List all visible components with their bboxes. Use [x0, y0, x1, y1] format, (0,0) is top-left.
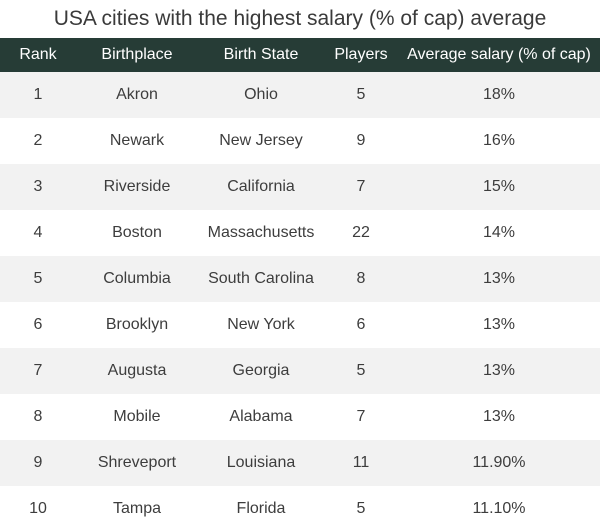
cell-birthplace: Columbia [103, 270, 171, 287]
table-row: 8 Mobile Alabama 7 13% [0, 394, 600, 440]
cell-players: 5 [356, 86, 366, 103]
cell-birthplace: Akron [116, 86, 158, 103]
cell-birth-state: South Carolina [208, 270, 314, 287]
table-row: 3 Riverside California 7 15% [0, 164, 600, 210]
cell-birth-state: Georgia [232, 362, 290, 379]
cell-rank: 7 [33, 362, 43, 379]
table-header: Rank Birthplace Birth State Players Aver… [0, 38, 600, 72]
cell-birthplace: Tampa [112, 500, 162, 517]
cell-players: 6 [356, 316, 366, 333]
cell-birthplace: Boston [112, 224, 162, 241]
cell-birthplace: Shreveport [97, 454, 177, 471]
cell-rank: 3 [33, 178, 43, 195]
cell-players: 22 [352, 224, 370, 241]
cell-players: 8 [356, 270, 366, 287]
header-row: Rank Birthplace Birth State Players Aver… [0, 38, 600, 72]
header-birthplace: Birthplace [101, 46, 173, 63]
cell-average-salary: 11.90% [472, 454, 526, 471]
cell-players: 9 [356, 132, 366, 149]
cell-birth-state: New Jersey [219, 132, 303, 149]
cell-average-salary: 14% [482, 224, 516, 241]
cell-rank: 2 [33, 132, 43, 149]
cell-rank: 5 [33, 270, 43, 287]
cell-average-salary: 13% [482, 362, 516, 379]
cell-birthplace: Brooklyn [105, 316, 169, 333]
cell-rank: 8 [33, 408, 43, 425]
table-row: 1 Akron Ohio 5 18% [0, 72, 600, 118]
header-players: Players [334, 46, 388, 63]
cell-rank: 4 [33, 224, 43, 241]
cell-rank: 1 [33, 86, 43, 103]
cell-average-salary: 13% [482, 408, 516, 425]
cell-players: 7 [356, 178, 366, 195]
cell-players: 5 [356, 500, 366, 517]
cell-birth-state: California [227, 178, 295, 195]
cell-rank: 6 [33, 316, 43, 333]
cell-average-salary: 13% [482, 316, 516, 333]
cell-birthplace: Newark [109, 132, 165, 149]
cell-birth-state: New York [227, 316, 295, 333]
cell-birthplace: Augusta [107, 362, 167, 379]
cell-birthplace: Mobile [113, 408, 161, 425]
table-row: 2 Newark New Jersey 9 16% [0, 118, 600, 164]
header-rank: Rank [19, 46, 57, 63]
table-row: 6 Brooklyn New York 6 13% [0, 302, 600, 348]
cell-birth-state: Ohio [244, 86, 278, 103]
page-title: USA cities with the highest salary (% of… [53, 7, 547, 30]
cell-rank: 9 [33, 454, 43, 471]
table-row: 10 Tampa Florida 5 11.10% [0, 486, 600, 532]
cell-birth-state: Massachusetts [207, 224, 315, 241]
cell-players: 11 [352, 454, 370, 471]
cell-players: 7 [356, 408, 366, 425]
cell-birth-state: Louisiana [226, 454, 296, 471]
cell-average-salary: 11.10% [472, 500, 526, 517]
table-row: 4 Boston Massachusetts 22 14% [0, 210, 600, 256]
cell-average-salary: 13% [482, 270, 516, 287]
cell-average-salary: 16% [482, 132, 516, 149]
header-birth-state: Birth State [223, 46, 299, 63]
cell-rank: 10 [29, 500, 47, 517]
table-row: 7 Augusta Georgia 5 13% [0, 348, 600, 394]
cell-birth-state: Alabama [229, 408, 293, 425]
table-row: 9 Shreveport Louisiana 11 11.90% [0, 440, 600, 486]
cell-birthplace: Riverside [103, 178, 171, 195]
table-body: 1 Akron Ohio 5 18% 2 Newark New Jersey 9… [0, 72, 600, 532]
salary-table: Rank Birthplace Birth State Players Aver… [0, 38, 600, 532]
cell-birth-state: Florida [236, 500, 286, 517]
table-row: 5 Columbia South Carolina 8 13% [0, 256, 600, 302]
header-average-salary: Average salary (% of cap) [407, 46, 591, 63]
cell-average-salary: 15% [482, 178, 516, 195]
cell-average-salary: 18% [482, 86, 516, 103]
cell-players: 5 [356, 362, 366, 379]
